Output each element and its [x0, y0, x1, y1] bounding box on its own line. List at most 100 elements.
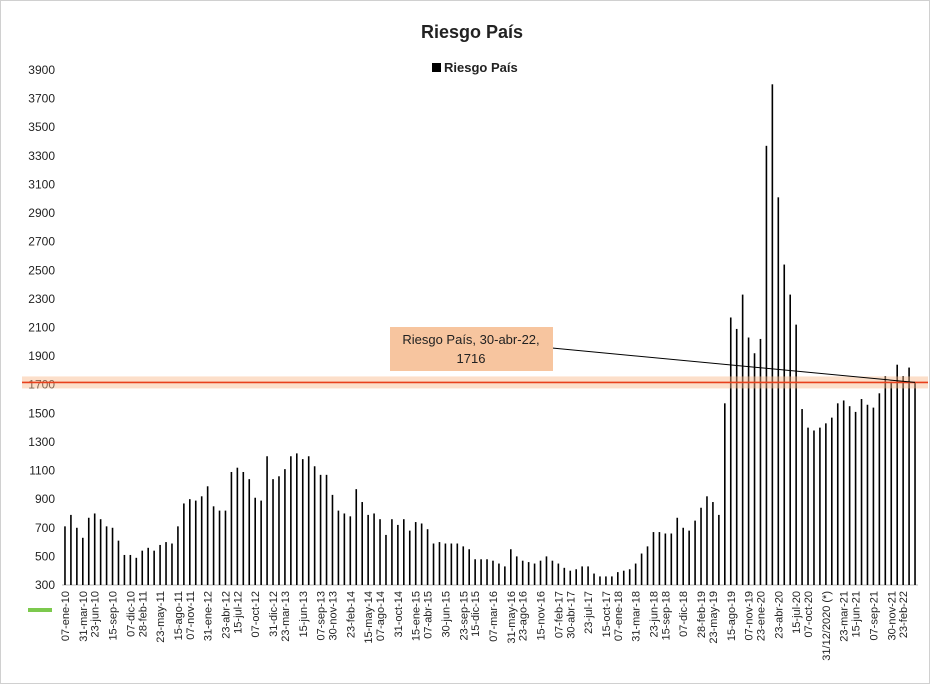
- bar: [379, 519, 381, 585]
- bar: [165, 542, 167, 585]
- x-tick-label: 07-oct-20: [803, 591, 815, 637]
- bar: [242, 471, 245, 585]
- y-tick-label: 2500: [28, 263, 55, 277]
- bar: [385, 534, 387, 585]
- bar: [397, 524, 399, 585]
- bar: [189, 499, 191, 585]
- bar: [545, 556, 548, 585]
- bar: [135, 557, 138, 585]
- bar: [254, 497, 256, 585]
- x-tick-label: 07-ago-14: [375, 591, 387, 641]
- x-tick-label: 31-mar-10: [78, 591, 90, 642]
- bar: [866, 404, 869, 585]
- x-tick-label: 23-feb-14: [345, 591, 357, 638]
- x-tick-label: 23-feb-22: [898, 591, 910, 638]
- bar: [349, 516, 352, 585]
- x-tick-label: 23-jun-10: [90, 591, 102, 637]
- bar: [93, 513, 96, 585]
- legend-label: Riesgo País: [444, 60, 518, 75]
- x-tick-label: 15-nov-16: [536, 591, 548, 641]
- y-tick-label: 1500: [28, 406, 55, 420]
- bar: [492, 560, 494, 585]
- bar: [230, 471, 233, 585]
- bar: [200, 496, 203, 585]
- bar: [831, 417, 833, 585]
- x-tick-label: 30-nov-13: [327, 591, 339, 641]
- bar: [872, 407, 875, 585]
- bar: [426, 529, 429, 585]
- bar: [914, 382, 916, 585]
- x-tick-label: 30-abr-17: [565, 591, 577, 639]
- x-tick-label: 07-dic-10: [125, 591, 137, 637]
- bar: [706, 496, 708, 585]
- bar: [902, 376, 904, 585]
- x-tick-label: 07-sep-21: [868, 591, 880, 641]
- x-tick-label: 23-may-11: [155, 591, 167, 643]
- y-tick-label: 2100: [28, 321, 55, 335]
- x-tick-label: 15-jun-13: [298, 591, 310, 637]
- y-tick-label: 700: [35, 521, 55, 535]
- bar: [682, 527, 684, 585]
- y-tick-label: 900: [35, 492, 55, 506]
- bar: [724, 403, 726, 585]
- y-tick-label: 1300: [28, 435, 55, 449]
- x-tick-label: 23-may-19: [708, 591, 720, 644]
- bar: [510, 549, 512, 585]
- y-tick-label: 1100: [29, 464, 55, 478]
- bar: [224, 510, 227, 585]
- bar: [194, 500, 197, 585]
- bar: [260, 500, 262, 585]
- bar: [836, 403, 839, 585]
- bar: [414, 522, 417, 585]
- bar: [117, 540, 120, 585]
- bar: [76, 527, 78, 585]
- bar: [70, 514, 72, 585]
- y-tick-label: 500: [35, 549, 55, 563]
- bar: [206, 486, 209, 585]
- legend-swatch: [432, 63, 441, 72]
- y-tick-label: 1900: [28, 349, 55, 363]
- bar: [622, 570, 625, 585]
- x-tick-label: 23-ago-16: [518, 591, 530, 641]
- bar: [361, 502, 363, 585]
- y-tick-label: 300: [35, 578, 55, 592]
- bar: [87, 517, 90, 585]
- x-tick-label: 23-sep-15: [458, 591, 470, 641]
- bar: [908, 367, 910, 585]
- bar: [777, 197, 780, 585]
- bar: [884, 376, 887, 585]
- bar: [432, 543, 435, 585]
- bar: [82, 537, 84, 585]
- bar: [218, 510, 221, 585]
- bar: [533, 563, 536, 585]
- bar: [575, 569, 577, 585]
- bar: [456, 543, 459, 585]
- bar: [878, 393, 881, 585]
- x-tick-label: 23-ene-20: [755, 591, 767, 641]
- bar: [64, 526, 66, 585]
- y-tick-label: 1700: [28, 378, 55, 392]
- bar: [593, 573, 595, 585]
- annotation-text: Riesgo País, 30-abr-22,: [402, 332, 539, 347]
- bar: [153, 550, 155, 585]
- bar: [319, 474, 322, 585]
- x-tick-label: 15-ago-19: [726, 591, 738, 641]
- bar: [444, 543, 447, 585]
- bar: [729, 317, 732, 585]
- bar: [171, 543, 173, 585]
- x-tick-label: 31-dic-12: [268, 591, 280, 637]
- bar: [355, 489, 358, 585]
- x-tick-label: 31-may-16: [506, 591, 518, 644]
- x-tick-label: 07-mar-16: [488, 591, 500, 642]
- x-tick-label: 07-feb-17: [553, 591, 565, 638]
- bar: [272, 479, 274, 585]
- bar: [498, 563, 500, 585]
- bar: [278, 476, 280, 585]
- bar: [765, 145, 768, 585]
- y-tick-label: 3900: [28, 63, 55, 77]
- x-tick-label: 31-mar-18: [631, 591, 643, 642]
- bar: [634, 563, 637, 585]
- bar: [391, 519, 393, 585]
- x-tick-label: 07-abr-15: [423, 591, 435, 639]
- x-tick-label: 07-sep-13: [316, 591, 328, 641]
